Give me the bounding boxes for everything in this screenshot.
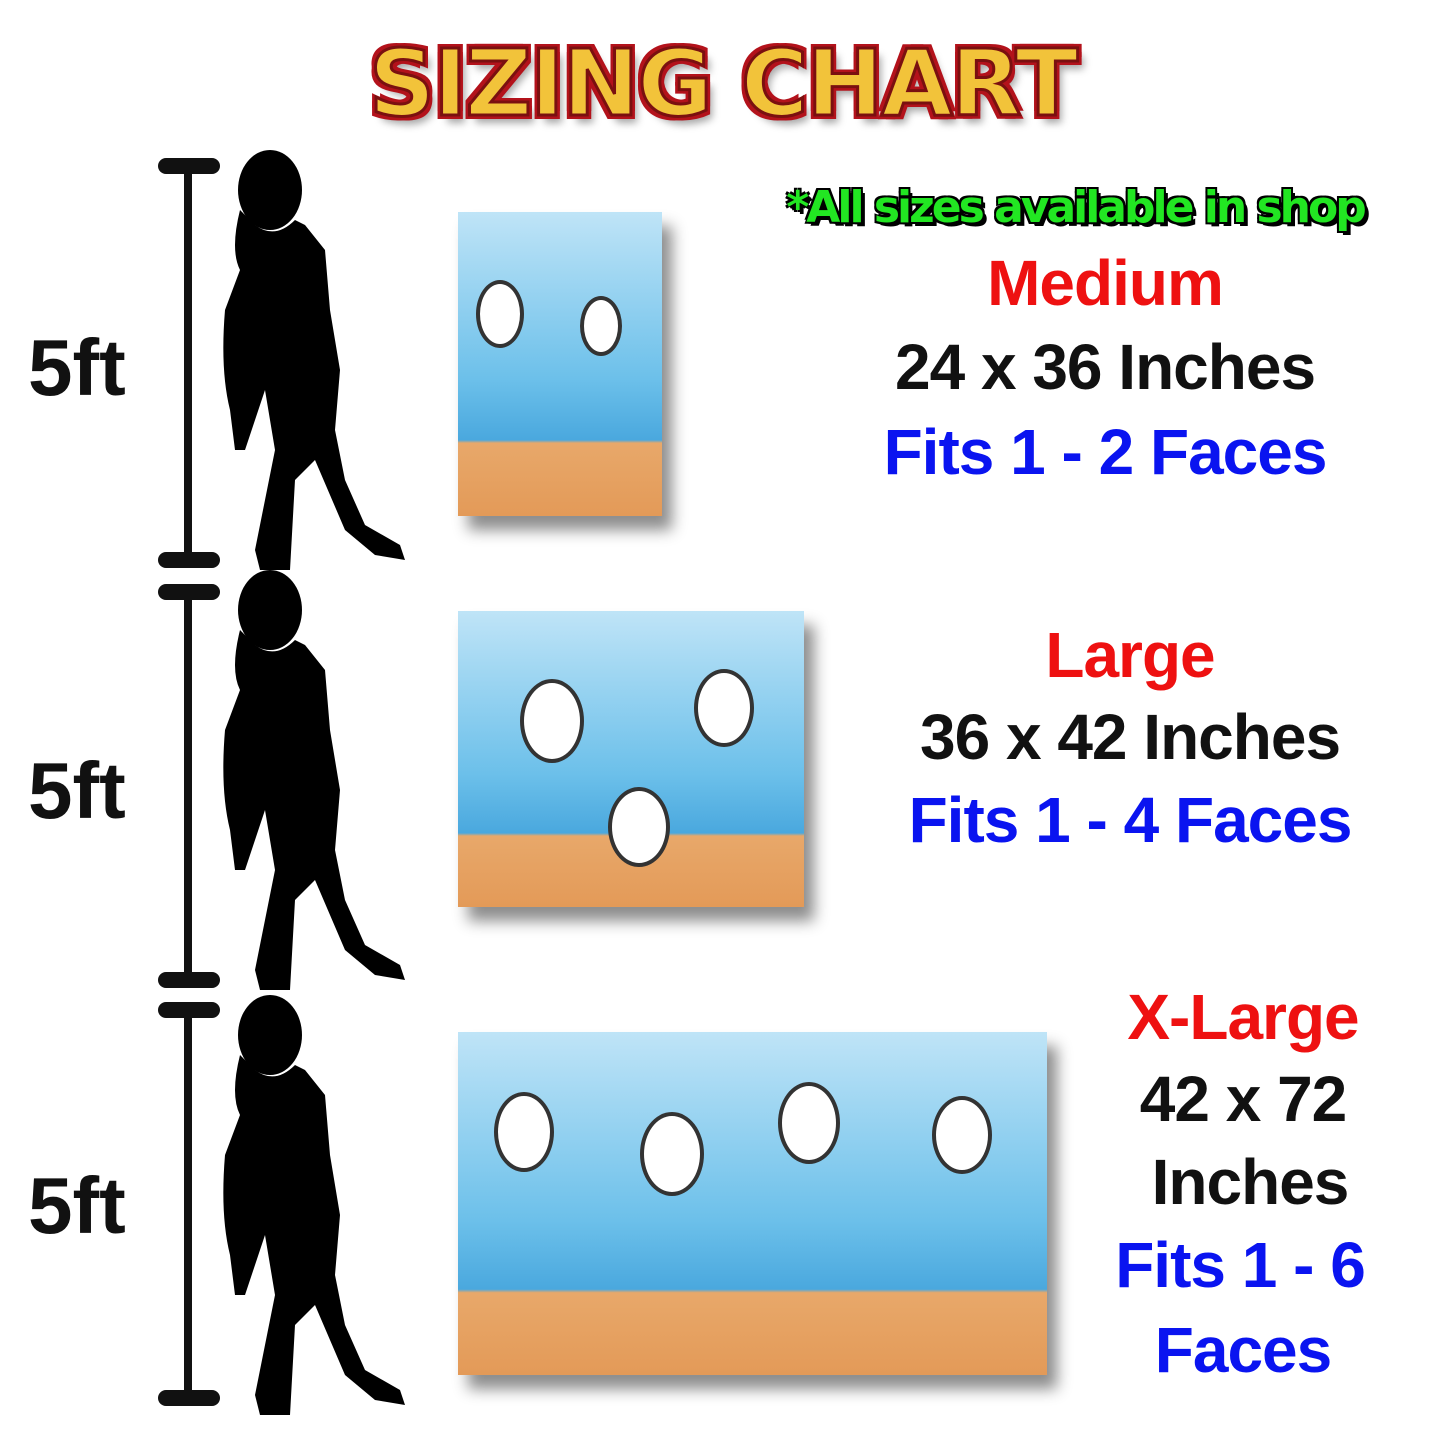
size-name-medium: Medium — [987, 247, 1224, 319]
size-name-xlarge: X-Large — [1127, 981, 1359, 1053]
size-name-large: Large — [1045, 619, 1215, 691]
ruler-cap — [158, 972, 220, 988]
title: SIZING CHART — [367, 29, 1079, 139]
height-label: 5ft — [28, 746, 126, 835]
ruler-cap — [158, 1002, 220, 1018]
size-dimensions-xlarge-line2: Inches — [1151, 1146, 1350, 1218]
size-faces-xlarge-line1: Fits 1 - 6 — [1115, 1229, 1366, 1301]
height-label: 5ft — [28, 323, 126, 412]
height-ruler-segment — [184, 590, 192, 985]
height-ruler-segment — [184, 165, 192, 565]
large-banner-image — [458, 611, 804, 907]
ruler-cap — [158, 158, 220, 174]
size-faces-xlarge-line2: Faces — [1154, 1314, 1332, 1386]
size-faces-large: Fits 1 - 4 Faces — [908, 784, 1353, 856]
size-faces-medium: Fits 1 - 2 Faces — [883, 416, 1328, 488]
silhouette — [223, 570, 405, 990]
height-ruler-segment — [184, 1005, 192, 1400]
xlarge-banner-image — [458, 1032, 1047, 1375]
size-dimensions-xlarge-line1: 42 x 72 — [1139, 1063, 1348, 1135]
size-dimensions-large: 36 x 42 Inches — [919, 701, 1341, 773]
child-silhouettes — [223, 150, 405, 1415]
ruler-cap — [158, 552, 220, 568]
availability-note: *All sizes available in shop — [786, 182, 1366, 233]
silhouette — [223, 150, 405, 570]
size-dimensions-medium: 24 x 36 Inches — [894, 331, 1316, 403]
height-label: 5ft — [28, 1161, 126, 1250]
medium-banner-image — [458, 212, 662, 516]
silhouette — [223, 995, 405, 1415]
ruler-cap — [158, 1390, 220, 1406]
ruler-cap — [158, 584, 220, 600]
